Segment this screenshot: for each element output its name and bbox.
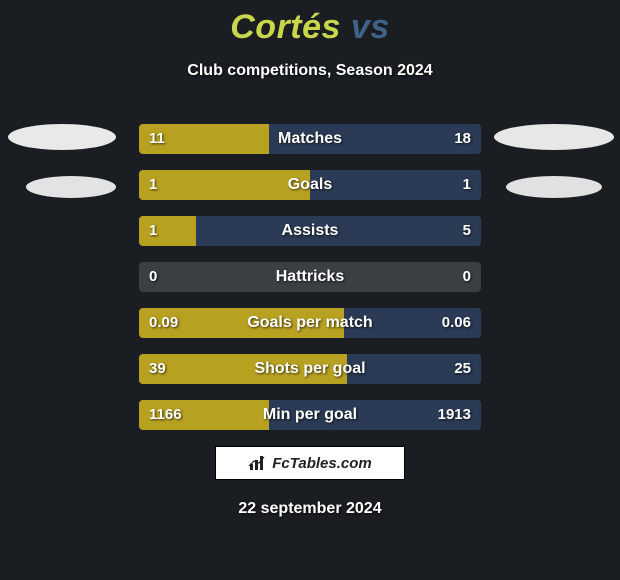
stat-label: Assists <box>139 216 481 246</box>
watermark: FcTables.com <box>215 446 405 480</box>
stat-value-right: 1913 <box>438 400 471 430</box>
stat-value-left: 11 <box>149 124 165 154</box>
stat-label: Shots per goal <box>139 354 481 384</box>
stat-value-left: 0.09 <box>149 308 178 338</box>
title-player1: Cortés <box>230 8 341 47</box>
comparison-infographic: Cortés vs Club competitions, Season 2024… <box>0 0 620 580</box>
stat-row: Min per goal1166 1913 <box>139 400 481 430</box>
stat-row: Shots per goal39 25 <box>139 354 481 384</box>
stat-label: Goals <box>139 170 481 200</box>
subtitle: Club competitions, Season 2024 <box>0 62 620 80</box>
stat-value-right: 1 <box>463 170 471 200</box>
logo-placeholder <box>26 176 116 198</box>
stat-value-left: 1 <box>149 216 157 246</box>
stat-row: Assists1 5 <box>139 216 481 246</box>
stat-row: Goals per match0.09 0.06 <box>139 308 481 338</box>
watermark-text: FcTables.com <box>272 455 371 472</box>
page-title: Cortés vs <box>0 8 620 47</box>
date-label: 22 september 2024 <box>0 500 620 518</box>
title-vs: vs <box>351 8 390 47</box>
stat-value-left: 1 <box>149 170 157 200</box>
stat-bars-container: Matches1118Goals11Assists15Hattricks00Go… <box>139 124 481 446</box>
stat-value-left: 1166 <box>149 400 182 430</box>
stat-label: Matches <box>139 124 481 154</box>
stat-value-left: 39 <box>149 354 166 384</box>
stat-value-right: 25 <box>454 354 471 384</box>
stat-row: Goals1 1 <box>139 170 481 200</box>
logo-placeholder <box>8 124 116 150</box>
stat-label: Goals per match <box>139 308 481 338</box>
logo-placeholder <box>494 124 614 150</box>
stat-label: Min per goal <box>139 400 481 430</box>
stat-value-right: 0.06 <box>442 308 471 338</box>
stat-value-left: 0 <box>149 262 157 292</box>
stat-value-right: 18 <box>454 124 471 154</box>
stat-row: Hattricks0 0 <box>139 262 481 292</box>
logo-placeholder <box>506 176 602 198</box>
stat-value-right: 5 <box>463 216 471 246</box>
stat-row: Matches11 18 <box>139 124 481 154</box>
stat-label: Hattricks <box>139 262 481 292</box>
chart-icon <box>248 454 266 472</box>
stat-value-right: 0 <box>463 262 471 292</box>
